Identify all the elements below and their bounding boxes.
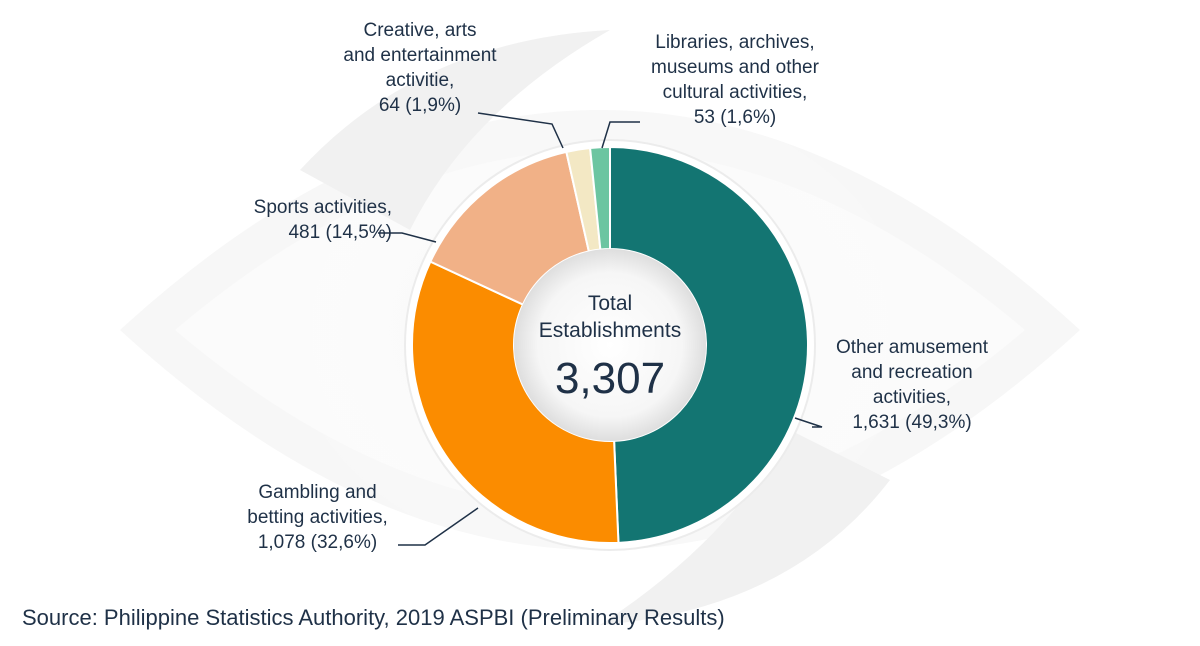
center-caption-line2: Establishments — [538, 319, 682, 342]
source-note: Source: Philippine Statistics Authority,… — [22, 605, 725, 630]
slice-label-line: 1,631 (49,3%) — [852, 412, 972, 433]
slice-label-line: Sports activities, — [253, 197, 392, 218]
donut-center-text: Total Establishments 3,307 — [520, 290, 700, 404]
slice-label-line: cultural activities, — [662, 82, 808, 103]
slice-label-line: and recreation — [851, 362, 973, 383]
slice-label-creative: Creative, arts and entertainment activitie… — [320, 18, 520, 118]
slice-label-line: Creative, arts — [363, 20, 477, 41]
slice-label-line: 481 (14,5%) — [288, 222, 392, 243]
slice-label-line: betting activities, — [247, 507, 388, 528]
slice-label-line: and entertainment — [343, 45, 497, 66]
leader-line-libraries — [601, 121, 640, 149]
slice-label-libraries: Libraries, archives, museums and other cul… — [630, 30, 840, 130]
leader-line-sports — [378, 232, 437, 243]
slice-label-line: activitie, — [385, 70, 455, 91]
slice-label-line: Libraries, archives, — [655, 32, 815, 53]
slice-label-line: Other amusement — [835, 337, 989, 358]
slice-label-sports: Sports activities, 481 (14,5%) — [232, 195, 392, 245]
leader-line-other — [794, 417, 823, 428]
slice-label-line: Gambling and — [258, 482, 377, 503]
leader-line-creative — [477, 112, 564, 149]
slice-label-line: 53 (1,6%) — [693, 107, 777, 128]
center-caption-line1: Total — [587, 292, 633, 315]
leader-line-gambling — [398, 507, 479, 546]
slice-label-line: museums and other — [651, 57, 819, 78]
slice-label-gambling: Gambling and betting activities, 1,078 (32… — [220, 480, 415, 555]
slice-label-other: Other amusement and recreation activities,… — [812, 335, 1012, 435]
center-caption: Total Establishments — [520, 290, 700, 344]
decorative-eye-background — [120, 30, 1080, 625]
slice-label-line: activities, — [872, 387, 952, 408]
slice-label-line: 1,078 (32,6%) — [257, 532, 378, 553]
total-establishments-value: 3,307 — [554, 354, 666, 403]
slice-label-line: 64 (1,9%) — [378, 95, 462, 116]
donut-hole — [514, 249, 706, 441]
